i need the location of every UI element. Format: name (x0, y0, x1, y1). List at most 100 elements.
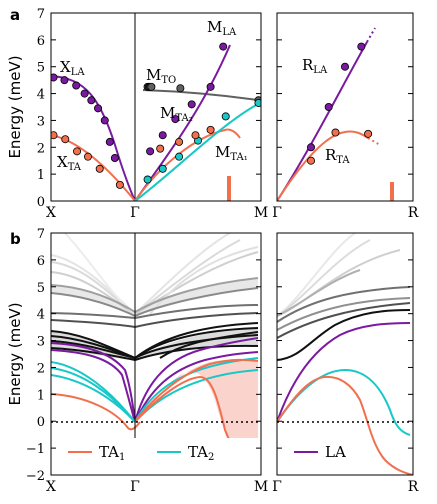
data-point-m-to (176, 84, 185, 93)
legend: TA1 TA2 (68, 443, 214, 463)
label-x-ta: XTA (57, 153, 82, 173)
panel-a-right-frame (276, 12, 414, 202)
x-tick-label: R (408, 205, 419, 221)
data-point-x-la (87, 96, 96, 105)
data-point-m-ta1 (206, 125, 215, 134)
upper-band-gray-region (51, 278, 258, 316)
series-line-m-to (142, 89, 259, 101)
panel-b-label: b (10, 230, 21, 248)
data-point-m-ta2 (143, 175, 152, 184)
dark-optical-branch-r (277, 309, 411, 361)
y-tick-label: 0 (37, 195, 45, 210)
data-point-x-la (72, 81, 81, 90)
y-axis-label-a: Energy (meV) (6, 55, 24, 158)
data-point-x-ta (83, 152, 92, 161)
series-line-m-ta2 (134, 103, 259, 201)
series-line-r-ta (277, 130, 369, 201)
data-point-x-la (94, 104, 103, 113)
label-r-la: RLA (302, 56, 328, 76)
data-point-m-ta2 (175, 152, 184, 161)
panel-b-left-plot: −2 −1 0 1 2 3 4 5 6 7 X Γ M TA1 TA2 (26, 227, 268, 495)
y-tick-label: 3 (37, 114, 45, 129)
data-point-r-ta (331, 128, 340, 137)
data-point-r-ta (364, 129, 373, 138)
panel-a-left-frame (50, 12, 262, 202)
legend-label-ta1: TA1 (99, 443, 125, 463)
data-point-r-la (357, 42, 366, 51)
label-m-ta1: MTA₁ (215, 143, 248, 163)
legend-label-la: LA (325, 443, 346, 461)
y-tick-label: −2 (26, 469, 45, 484)
series-line-ta1-r (277, 375, 413, 475)
x-tick-label: Γ (130, 479, 140, 495)
data-point-m-la (171, 115, 180, 124)
label-m-to: MTO (146, 66, 176, 86)
data-point-m-to (147, 82, 156, 91)
data-point-x-la (60, 76, 69, 85)
data-point-r-la (340, 62, 349, 71)
resolution-bar-m-ta1 (227, 176, 231, 201)
data-point-x-la (100, 116, 109, 125)
x-tick-label: X (46, 479, 56, 495)
series-line-r-ta-dotted (367, 137, 381, 146)
data-point-m-la (187, 100, 196, 109)
data-point-m-ta1 (175, 137, 184, 146)
panel-a-right-plot: Γ R RLA RTA (272, 12, 419, 221)
data-point-x-ta (61, 135, 70, 144)
high-energy-branches-r (277, 233, 411, 339)
data-point-m-ta2 (254, 98, 261, 107)
series-line-m-ta1 (134, 128, 241, 201)
legend-background (51, 438, 261, 475)
data-point-r-la (324, 103, 333, 112)
data-point-r-la (306, 143, 315, 152)
data-point-x-ta (51, 131, 58, 140)
y-tick-label: 5 (37, 281, 45, 296)
series-line-r-la-dotted (366, 27, 376, 43)
data-point-x-la (105, 137, 114, 146)
x-tick-label: Γ (130, 205, 140, 221)
ta1-shaded-region (135, 359, 258, 462)
data-point-r-ta (306, 156, 315, 165)
data-point-x-la (110, 154, 119, 163)
y-tick-label: 1 (37, 168, 45, 183)
data-point-x-ta (115, 180, 124, 189)
y-tick-label: 6 (37, 254, 45, 269)
dispersion-band-gray-region (51, 328, 258, 360)
y-axis-label-b: Energy (meV) (6, 302, 24, 405)
data-point-m-ta1 (156, 144, 165, 153)
y-tick-label: 1 (37, 388, 45, 403)
data-point-m-ta1 (191, 131, 200, 140)
x-tick-label: X (46, 205, 56, 221)
panel-a-label: a (10, 6, 20, 24)
label-x-la: XLA (60, 58, 85, 78)
data-point-m-la (219, 42, 228, 51)
series-line-la (51, 337, 259, 423)
x-tick-label: R (408, 479, 419, 495)
x-tick-label: M (254, 479, 268, 495)
y-tick-label: 2 (37, 361, 45, 376)
y-tick-label: −1 (26, 442, 45, 457)
y-tick-label: 5 (37, 61, 45, 76)
x-tick-label: Γ (272, 479, 282, 495)
y-tick-label: 3 (37, 335, 45, 350)
y-tick-label: 6 (37, 34, 45, 49)
legend-background-r (277, 438, 347, 475)
data-point-m-la (158, 131, 167, 140)
legend-label-ta2: TA2 (188, 443, 214, 463)
y-tick-label: 4 (37, 308, 45, 323)
data-point-m-la (146, 147, 155, 156)
series-line-la-r (277, 322, 411, 423)
y-tick-label: 0 (37, 415, 45, 430)
data-point-x-ta (73, 147, 82, 156)
series-line-x-ta (51, 134, 136, 201)
panel-b-right-frame (276, 232, 414, 476)
y-tick-label: 2 (37, 141, 45, 156)
y-tick-label: 7 (37, 7, 45, 22)
label-m-ta2: MTA₂ (160, 104, 193, 124)
data-point-m-la (206, 82, 215, 91)
data-point-m-ta2 (221, 112, 230, 121)
label-r-ta: RTA (325, 146, 350, 166)
data-point-m-ta2 (158, 164, 167, 173)
resolution-bar-r-ta (390, 182, 394, 201)
